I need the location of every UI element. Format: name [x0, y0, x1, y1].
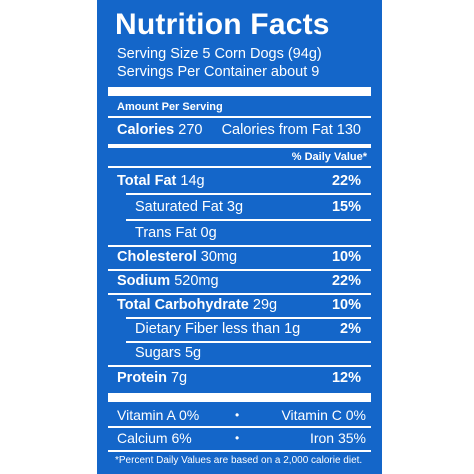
nutrient-row-total-carbohydrate: Total Carbohydrate 29g 10%: [117, 297, 361, 313]
bullet-icon: •: [235, 408, 240, 422]
daily-value-header: % Daily Value*: [291, 151, 367, 163]
nutrient-row-cholesterol: Cholesterol 30mg 10%: [117, 249, 361, 265]
bullet-icon: •: [235, 431, 240, 445]
divider: [108, 166, 371, 168]
divider: [126, 219, 371, 221]
servings-per-container: Servings Per Container about 9: [117, 64, 320, 80]
vitamin-c: Vitamin C 0%: [281, 407, 366, 423]
medium-divider: [108, 144, 371, 148]
calcium: Calcium 6%: [117, 430, 192, 446]
amount-per-serving: Amount Per Serving: [117, 101, 223, 113]
thick-divider: [108, 87, 371, 96]
nutrient-row-total-fat: Total Fat 14g 22%: [117, 173, 361, 189]
divider: [108, 116, 371, 118]
nutrient-row-sugars: Sugars 5g: [135, 345, 202, 361]
divider: [126, 341, 371, 343]
iron: Iron 35%: [309, 430, 366, 446]
divider: [126, 193, 371, 195]
nutrient-row-sodium: Sodium 520mg 22%: [117, 273, 361, 289]
calories-from-fat: Calories from Fat 130: [221, 122, 361, 138]
divider: [108, 245, 371, 247]
nutrient-row-dietary-fiber: Dietary Fiber less than 1g 2%: [135, 321, 361, 337]
nutrient-row-saturated-fat: Saturated Fat 3g 15%: [135, 199, 361, 215]
nutrient-row-protein: Protein 7g 12%: [117, 370, 361, 386]
calories-value: 270: [178, 122, 203, 138]
vitamin-a: Vitamin A 0%: [117, 407, 200, 423]
divider: [108, 450, 371, 452]
footnote: *Percent Daily Values are based on a 2,0…: [115, 455, 363, 466]
nutrient-row-trans-fat: Trans Fat 0g: [135, 225, 217, 241]
divider: [108, 269, 371, 271]
nutrition-title: Nutrition Facts: [115, 8, 330, 41]
nutrition-facts-panel: Nutrition Facts Serving Size 5 Corn Dogs…: [97, 0, 382, 474]
calories-row: Calories 270 Calories from Fat 130: [108, 119, 371, 141]
divider: [108, 293, 371, 295]
thick-divider: [108, 393, 371, 402]
divider: [108, 365, 371, 367]
divider: [108, 426, 371, 428]
divider: [126, 317, 371, 319]
calories-label: Calories: [117, 122, 175, 138]
serving-size: Serving Size 5 Corn Dogs (94g): [117, 46, 322, 62]
